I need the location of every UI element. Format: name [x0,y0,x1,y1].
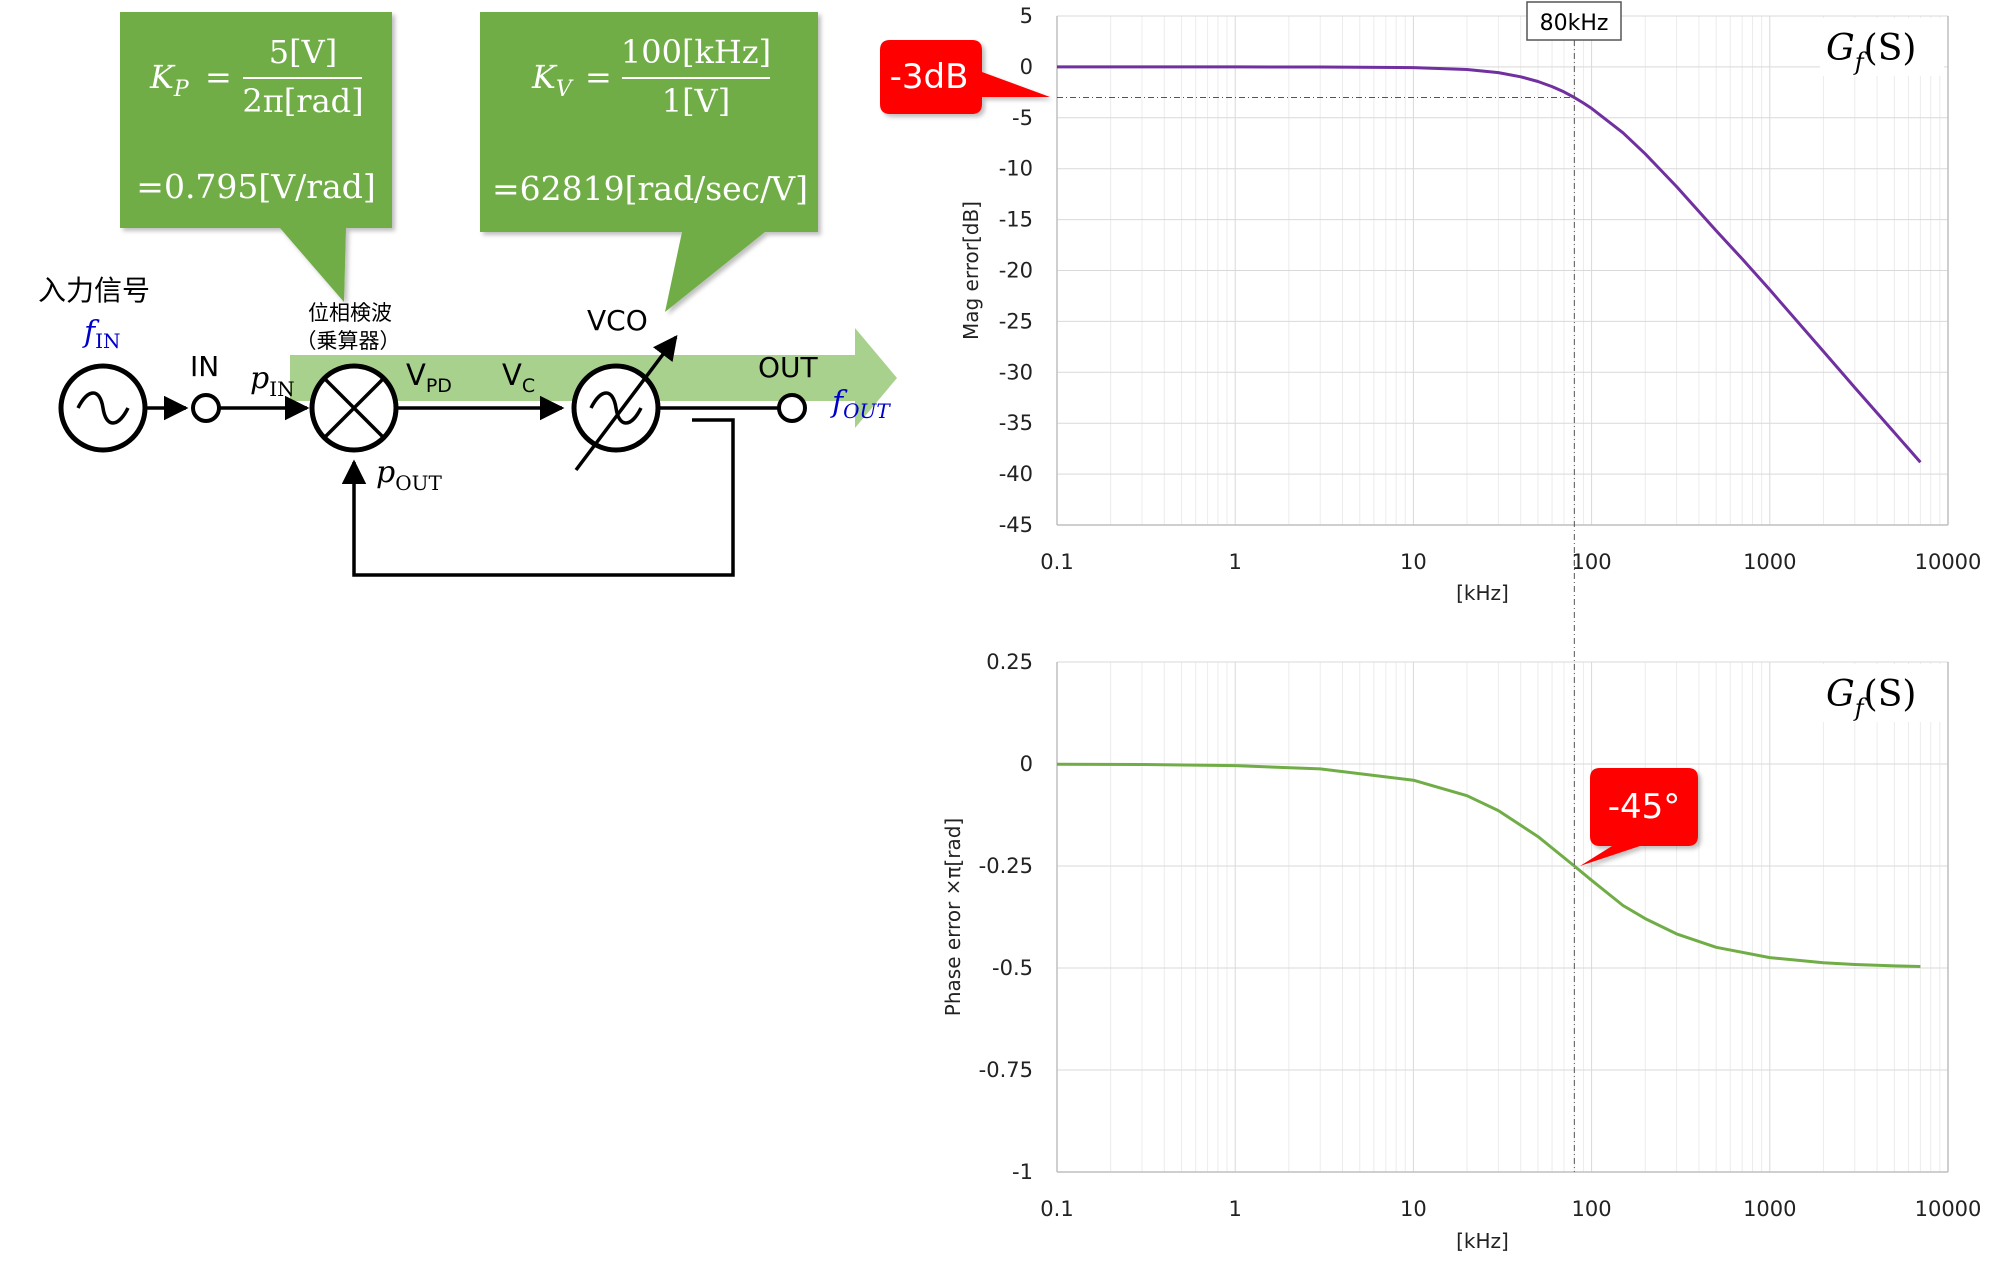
kp-callout [120,12,392,302]
out-terminal-label: OUT [758,351,819,384]
series-line [1057,65,1922,464]
kp-callout-equals: = [205,58,232,96]
feedback-path [341,418,735,577]
vco-sine-wave-icon [589,391,643,425]
vc-label: VC [502,358,535,397]
y-tick-label: -20 [999,259,1033,283]
kv-callout [480,12,818,312]
marker-80khz-box: 80kHz [1526,1,1622,41]
x-tick-label: 1 [1229,550,1242,574]
x-axis-title: [kHz] [1456,1229,1509,1253]
y-tick-label: -10 [999,157,1033,181]
series-line [1056,762,1921,968]
y-tick-label: -30 [999,360,1033,384]
p-in-label: pIN [250,361,295,401]
x-tick-label: 1000 [1743,550,1796,574]
y-tick-label: -5 [1012,106,1033,130]
x-tick-label: 100 [1572,1197,1612,1221]
x-tick-label: 1000 [1743,1197,1796,1221]
in-terminal [191,393,221,423]
vpd-label: VPD [406,358,452,397]
y-axis-title: Phase error ×π[rad] [941,818,965,1016]
kp-callout-numerator: 5[V] [269,33,337,71]
f-out-label: fOUT [830,385,891,423]
x-axis-title: [kHz] [1456,581,1509,605]
x-tick-label: 10000 [1915,1197,1982,1221]
y-axis-title: Mag error[dB] [959,201,983,340]
y-tick-label: -45 [999,513,1033,537]
x-tick-label: 10 [1400,550,1427,574]
x-tick-label: 0.1 [1040,550,1073,574]
kv-callout-denominator: 1[V] [662,82,730,120]
out-terminal [777,393,807,423]
callout-3db [880,40,1050,114]
phase-error-chart: 0.1 1 10 100 1000 10000 0.25 0 -0.25 -0.5 -0.75 -1 [… [941,560,1981,1253]
callout-45deg [1580,768,1698,866]
chart-title: Gf(S) [1826,674,1916,722]
vco-label: VCO [587,304,648,337]
input-signal-label: 入力信号 [38,274,150,307]
chart-title: Gf(S) [1826,28,1916,76]
kp-callout-result: =0.795[V/rad] [136,167,375,206]
y-tick-label: 0.25 [986,650,1033,674]
x-tick-label: 10 [1400,1197,1427,1221]
callout-45deg-label: -45° [1608,787,1681,827]
pll-block-diagram: KP = 5[V] 2π[rad] =0.795[V/rad] KV = 100… [38,12,897,577]
p-out-label: pOUT [376,455,442,495]
f-in-label: fIN [82,315,121,353]
phase-detector-sublabel: （乗算器） [296,329,401,353]
y-tick-label: -35 [999,411,1033,435]
y-tick-label: -1 [1012,1160,1033,1184]
kv-callout-result: =62819[rad/sec/V] [492,169,808,208]
y-tick-label: -25 [999,309,1033,333]
phase-detector-label: 位相検波 [308,301,392,325]
x-tick-label: 0.1 [1040,1197,1073,1221]
y-tick-label: 0 [1020,55,1033,79]
marker-80khz-label: 80kHz [1540,11,1609,36]
kv-callout-lhs: KV [531,58,574,102]
y-tick-label: -15 [999,208,1033,232]
chart-title-background [1820,18,1944,76]
y-tick-label: 0 [1020,752,1033,776]
y-tick-label: 5 [1020,4,1033,28]
sine-wave-icon [76,391,130,425]
chart-title-background [1820,664,1944,722]
y-tick-label: -40 [999,462,1033,486]
kp-callout-lhs: KP [149,58,190,102]
kv-callout-numerator: 100[kHz] [621,33,771,71]
x-tick-label: 10000 [1915,550,1982,574]
in-terminal-label: IN [190,350,219,383]
callout-3db-label: -3dB [890,57,969,97]
x-tick-label: 1 [1229,1197,1242,1221]
kv-callout-equals: = [585,58,612,96]
kp-callout-denominator: 2π[rad] [242,82,363,120]
y-tick-label: -0.25 [979,854,1033,878]
y-tick-label: -0.75 [979,1058,1033,1082]
x-tick-label: 100 [1572,550,1612,574]
y-tick-label: -0.5 [992,956,1033,980]
magnitude-error-chart: 0.1 1 10 100 1000 10000 5 0 -5 -10 -15 -20 -25 -30 -35… [959,4,1981,605]
